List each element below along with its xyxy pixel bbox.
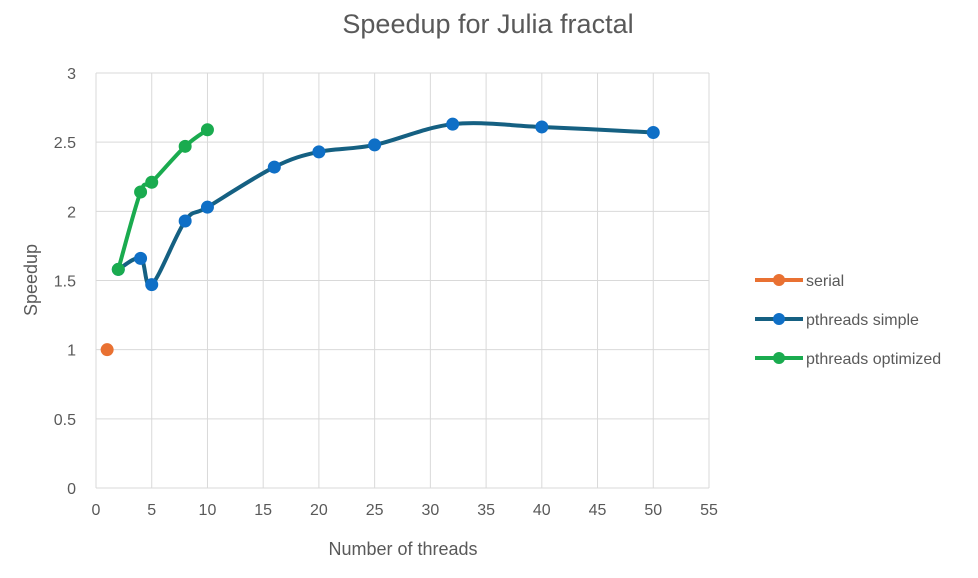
y-tick-label: 1 <box>67 343 76 360</box>
data-point <box>111 262 125 276</box>
data-point <box>312 145 326 159</box>
x-axis-title: Number of threads <box>328 539 477 559</box>
legend-label: pthreads optimized <box>806 351 941 368</box>
x-tick-label: 30 <box>421 502 439 519</box>
data-point <box>134 185 148 199</box>
legend-label: serial <box>806 273 844 290</box>
legend-label: pthreads simple <box>806 312 919 329</box>
data-point <box>134 251 148 265</box>
x-tick-label: 40 <box>533 502 551 519</box>
legend-item: serial <box>755 273 844 290</box>
x-tick-label: 55 <box>700 502 718 519</box>
data-point <box>267 160 281 174</box>
data-point <box>200 200 214 214</box>
data-point <box>145 278 159 292</box>
y-tick-label: 0 <box>67 481 76 498</box>
x-tick-label: 50 <box>644 502 662 519</box>
legend-swatch-marker <box>773 274 785 286</box>
y-tick-label: 1.5 <box>54 274 76 291</box>
x-tick-label: 10 <box>199 502 217 519</box>
x-tick-label: 5 <box>147 502 156 519</box>
series-pthreads-optimized <box>111 123 214 276</box>
data-point <box>100 343 114 357</box>
x-tick-label: 20 <box>310 502 328 519</box>
data-point <box>535 120 549 134</box>
x-tick-label: 35 <box>477 502 495 519</box>
y-tick-label: 3 <box>67 66 76 83</box>
data-point <box>446 117 460 131</box>
data-point <box>178 139 192 153</box>
legend-item: pthreads simple <box>755 312 919 329</box>
legend: serial pthreads simple pthreads optimized <box>755 273 941 368</box>
y-axis-title: Speedup <box>21 244 41 316</box>
x-tick-label: 25 <box>366 502 384 519</box>
y-tick-label: 2.5 <box>54 135 76 152</box>
data-point <box>145 175 159 189</box>
series-pthreads-simple <box>111 117 660 292</box>
series-line <box>116 121 656 288</box>
data-point <box>646 125 660 139</box>
x-tick-label: 0 <box>92 502 101 519</box>
y-tick-label: 2 <box>67 204 76 221</box>
x-tick-label: 15 <box>254 502 272 519</box>
legend-swatch-marker <box>773 352 785 364</box>
series-line <box>116 127 210 272</box>
data-point <box>200 123 214 137</box>
tick-labels: 0 5 10 15 20 25 30 35 40 45 50 55 0 0.5 1 1.5 2 2.5 3 <box>54 66 718 519</box>
legend-item: pthreads optimized <box>755 351 941 368</box>
data-point <box>178 214 192 228</box>
series <box>100 117 660 357</box>
data-point <box>368 138 382 152</box>
series-serial <box>100 343 114 357</box>
x-tick-label: 45 <box>589 502 607 519</box>
legend-swatch-marker <box>773 313 785 325</box>
y-tick-label: 0.5 <box>54 412 76 429</box>
chart-title: Speedup for Julia fractal <box>342 9 633 39</box>
